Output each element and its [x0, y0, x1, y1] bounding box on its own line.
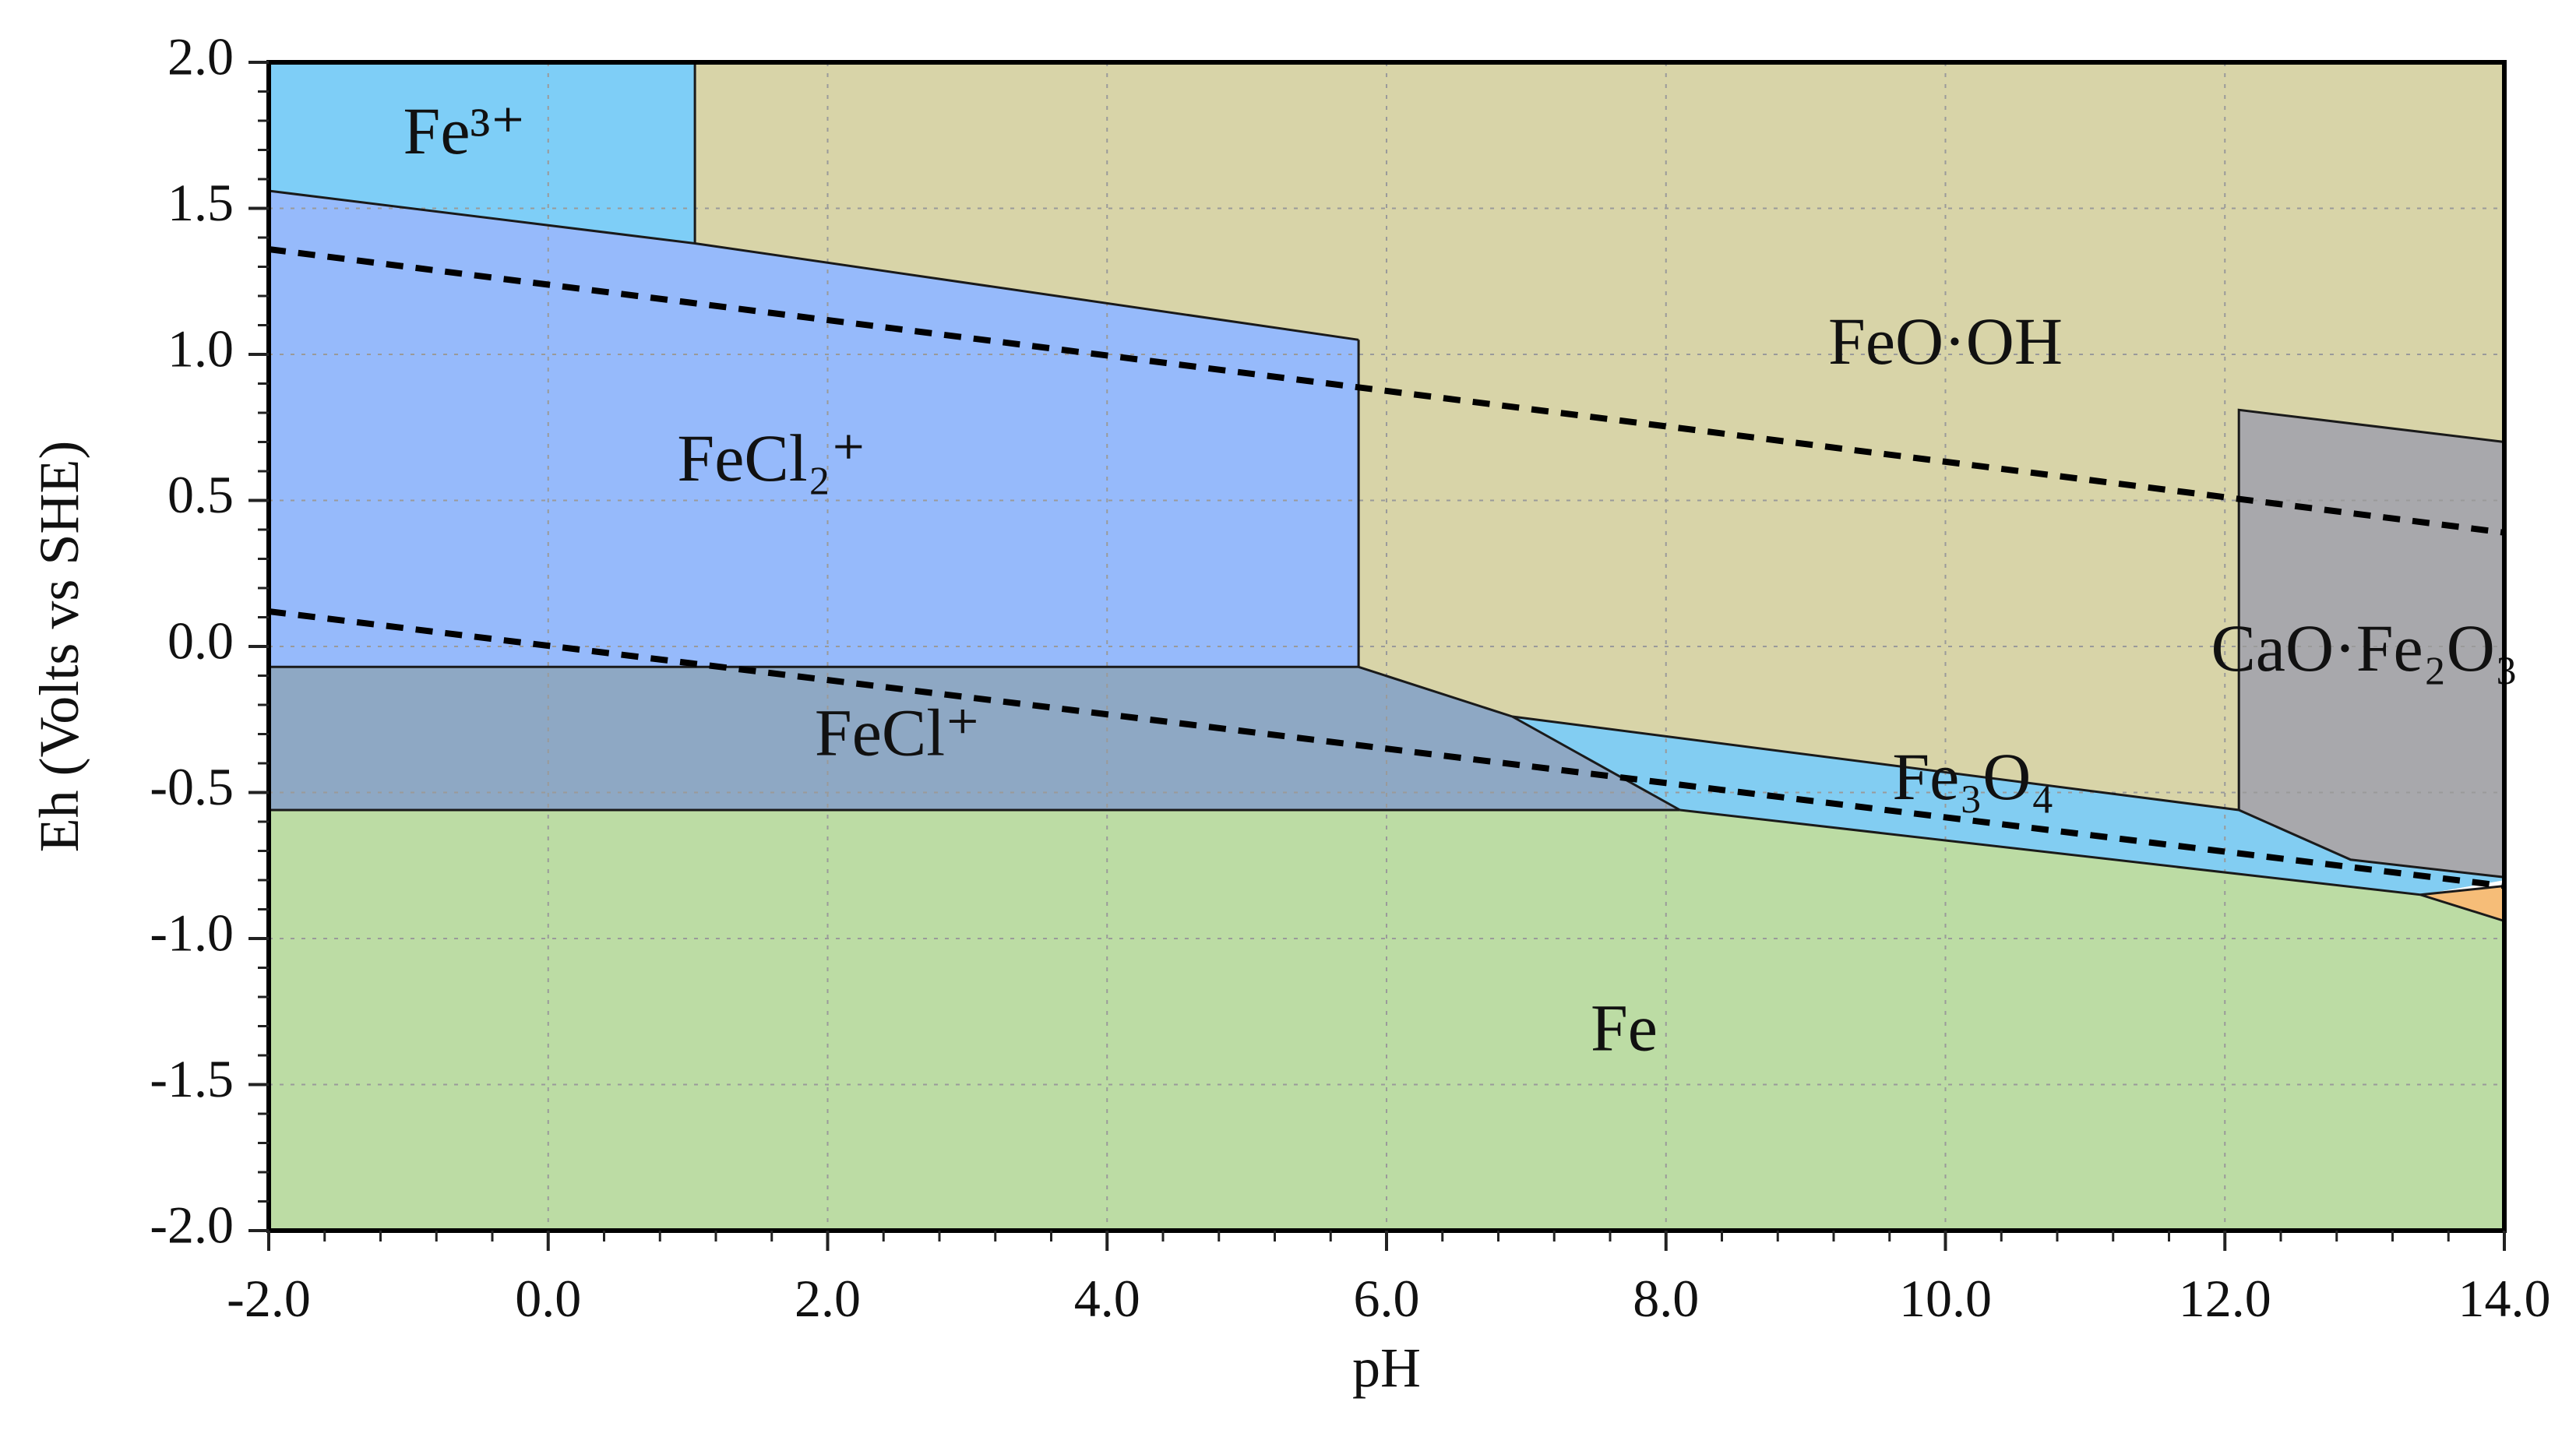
y-tick-label: 1.0 [167, 319, 234, 379]
phase-boundary [1512, 715, 2505, 879]
region-Fe3+ [269, 62, 696, 244]
y-tick-label: 1.5 [167, 173, 234, 232]
y-tick-label: -1.5 [150, 1049, 234, 1108]
region-label-FeCl+: FeCl⁺ [815, 696, 981, 770]
region-label-FeO-OH: FeO·OH [1828, 304, 2063, 379]
y-tick-label: -0.5 [150, 757, 234, 816]
x-tick-label: 0.0 [515, 1269, 581, 1328]
region-labels: FeO·OH Fe³⁺ FeCl₂⁺ FeCl⁺ Fe₃O₄ CaO·Fe₂O₃ Fe [403, 93, 2518, 1065]
y-tick-label: 0.0 [167, 611, 234, 671]
x-tick-label: 4.0 [1074, 1269, 1140, 1328]
x-tick-label: 12.0 [2179, 1269, 2271, 1328]
region-label-FeCl2+: FeCl₂⁺ [677, 421, 866, 495]
phase-boundary [2237, 408, 2505, 810]
grid-overlay [269, 62, 2504, 1231]
phase-boundaries [268, 62, 2505, 922]
region-label-Fe3+: Fe³⁺ [403, 93, 526, 168]
y-tick-label: -1.0 [150, 903, 234, 963]
region-Fe3O4 [1512, 717, 2504, 895]
region-label-Fe: Fe [1591, 990, 1658, 1065]
x-tick-label: 8.0 [1633, 1269, 1699, 1328]
phase-boundary [268, 189, 1359, 341]
region-FeCl+ [269, 667, 1680, 810]
water-line-O2-H2O [268, 246, 2505, 536]
y-axis-label: Eh (Volts vs SHE) [28, 441, 90, 853]
y-tick-label: 0.5 [167, 465, 234, 524]
phase-boundary [2420, 885, 2505, 896]
region-CaO-Fe2O3 [2239, 410, 2504, 878]
region-label-CaO-Fe2O3: CaO·Fe₂O₃ [2211, 611, 2518, 685]
water-stability-lines [268, 246, 2505, 889]
region-FeCl2+ [269, 191, 1359, 667]
y-tick-label: -2.0 [150, 1196, 234, 1255]
region-label-Fe3O4: Fe₃O₄ [1892, 739, 2054, 814]
x-tick-label: -2.0 [227, 1269, 311, 1328]
x-axis-label: pH [1352, 1337, 1421, 1399]
tick-labels: -2.0 0.0 2.0 4.0 6.0 8.0 10.0 12.0 14.0 2.0 1.5 1.0… [150, 27, 2550, 1328]
axis-ticks [248, 61, 2506, 1251]
water-line-H2O-H2 [268, 608, 2505, 889]
x-tick-label: 2.0 [795, 1269, 861, 1328]
x-tick-label: 14.0 [2458, 1269, 2551, 1328]
y-tick-label: 2.0 [167, 27, 234, 86]
x-tick-label: 10.0 [1899, 1269, 1992, 1328]
region-FeO-OH [695, 62, 2504, 895]
region-small-orange-region [2420, 886, 2504, 921]
x-tick-label: 6.0 [1354, 1269, 1420, 1328]
